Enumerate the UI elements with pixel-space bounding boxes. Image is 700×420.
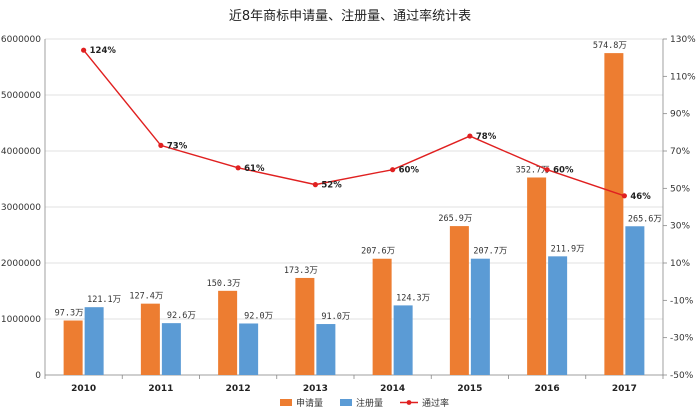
data-label-registration: 92.6万 xyxy=(167,311,196,321)
bar-application xyxy=(140,303,160,375)
bar-registration xyxy=(239,323,259,375)
rate-point xyxy=(235,165,241,171)
x-tick-label: 2013 xyxy=(303,384,328,394)
rate-label: 61% xyxy=(244,164,265,174)
data-label-registration: 124.3万 xyxy=(396,293,430,303)
bar-registration xyxy=(625,226,645,375)
y-left-tick-label: 0 xyxy=(35,371,41,381)
legend: 申请量 注册量 通过率 xyxy=(280,397,449,409)
y-left-tick-label: 4000000 xyxy=(1,147,41,157)
axes: 0 1000000 2000000 3000000 4000000 5000000 6000… xyxy=(1,35,696,394)
data-label-registration: 121.1万 xyxy=(87,295,121,305)
y-left-tick-label: 6000000 xyxy=(1,35,41,45)
x-tick-label: 2010 xyxy=(71,384,96,394)
y-left-tick-label: 5000000 xyxy=(1,91,41,101)
rate-label: 60% xyxy=(399,166,420,176)
data-label-application: 173.3万 xyxy=(284,266,318,276)
rate-label: 46% xyxy=(630,192,651,202)
rate-label: 52% xyxy=(321,181,342,191)
x-tick-label: 2011 xyxy=(148,384,173,394)
y-left-tick-label: 3000000 xyxy=(1,203,41,213)
y-left-tick-label: 2000000 xyxy=(1,259,41,269)
bar-application xyxy=(527,177,547,375)
bar-application xyxy=(63,320,83,375)
chart-title: 近8年商标申请量、注册量、通过率统计表 xyxy=(229,8,471,24)
bar-application xyxy=(218,290,238,375)
rate-line-group: 124% 73% 61% 52% 60% 78% 60% 46% xyxy=(81,46,651,202)
data-label-application: 265.9万 xyxy=(438,214,472,224)
bar-application xyxy=(449,226,469,375)
rate-point xyxy=(621,193,627,199)
data-label-application: 127.4万 xyxy=(129,292,163,302)
data-label-registration: 207.7万 xyxy=(473,247,507,257)
x-tick-label: 2015 xyxy=(457,384,482,394)
bar-registration xyxy=(161,323,181,375)
y-right-tick-label: 110% xyxy=(670,72,696,82)
rate-line xyxy=(83,49,625,197)
rate-point xyxy=(467,133,473,139)
legend-swatch-registration xyxy=(340,399,352,406)
rate-label: 124% xyxy=(90,46,117,56)
rate-point xyxy=(312,182,318,188)
x-tick-label: 2017 xyxy=(612,384,637,394)
y-right-tick-label: 70% xyxy=(670,147,690,157)
y-right-tick-label: 50% xyxy=(670,184,690,194)
bar-application xyxy=(372,258,392,375)
data-label-application: 574.8万 xyxy=(593,41,627,51)
data-label-application: 97.3万 xyxy=(55,309,84,319)
data-label-registration: 92.0万 xyxy=(244,311,273,321)
data-label-application: 150.3万 xyxy=(207,279,241,289)
rate-point xyxy=(390,167,396,173)
x-tick-label: 2012 xyxy=(226,384,251,394)
bar-registration xyxy=(393,305,413,375)
data-label-application: 207.6万 xyxy=(361,247,395,257)
data-label-registration: 91.0万 xyxy=(321,312,350,322)
rate-point xyxy=(158,142,164,148)
bar-application xyxy=(604,53,624,375)
grid xyxy=(45,38,663,376)
rate-point xyxy=(81,47,87,53)
bar-registration xyxy=(316,324,336,375)
rate-label: 78% xyxy=(476,132,497,142)
data-label-registration: 211.9万 xyxy=(551,244,585,254)
legend-swatch-application xyxy=(280,399,292,406)
rate-point xyxy=(544,167,550,173)
y-right-tick-label: 90% xyxy=(670,110,690,120)
data-label-application: 352.7万 xyxy=(516,165,550,175)
x-tick-label: 2016 xyxy=(535,384,560,394)
legend-label-rate: 通过率 xyxy=(422,397,449,409)
legend-label-registration: 注册量 xyxy=(356,397,383,409)
legend-label-application: 申请量 xyxy=(296,397,323,409)
rate-label: 60% xyxy=(553,166,574,176)
legend-swatch-rate-marker xyxy=(406,400,412,405)
x-tick-label: 2014 xyxy=(380,384,405,394)
y-left-tick-label: 1000000 xyxy=(1,315,41,325)
bar-registration xyxy=(548,256,568,375)
y-right-tick-label: 130% xyxy=(670,35,696,45)
bar-registration xyxy=(470,258,490,375)
bar-registration xyxy=(84,307,104,375)
y-right-tick-label: 10% xyxy=(670,259,690,269)
y-right-tick-label: 30% xyxy=(670,222,690,232)
bar-application xyxy=(295,277,315,375)
y-right-tick-label: -30% xyxy=(670,334,694,344)
data-label-registration: 265.6万 xyxy=(628,214,662,224)
y-right-tick-label: -50% xyxy=(670,371,694,381)
y-right-tick-label: -10% xyxy=(670,296,694,306)
rate-label: 73% xyxy=(167,141,188,151)
